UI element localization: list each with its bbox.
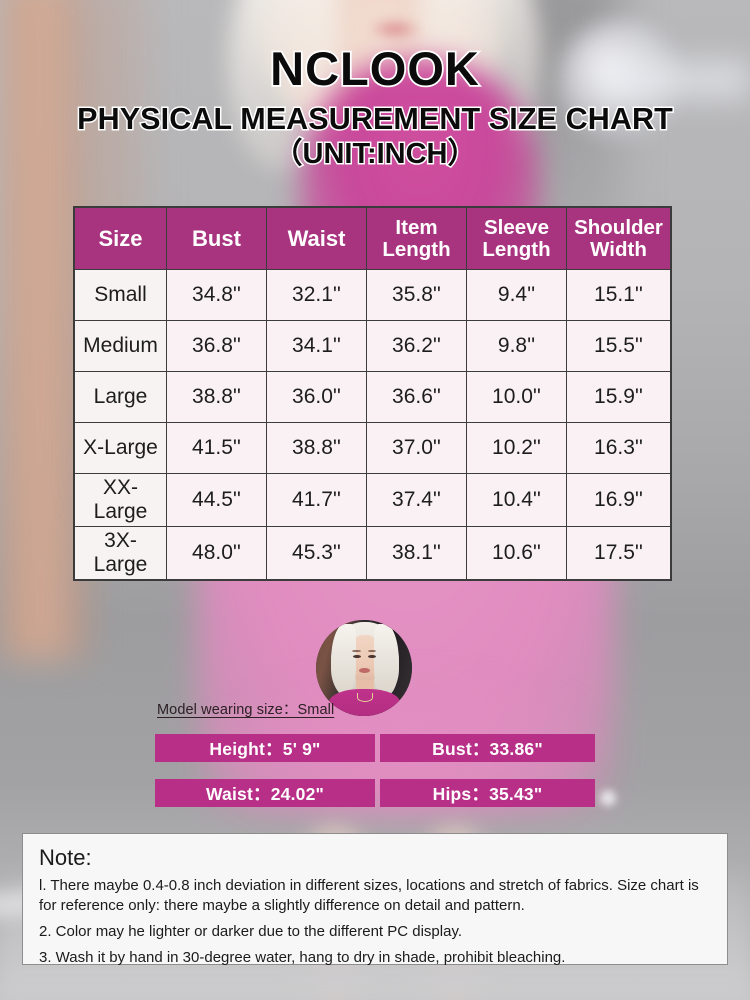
table-row: XX-Large 44.5'' 41.7'' 37.4'' 10.4'' 16.… [74, 473, 671, 527]
cell-bust: 36.8'' [166, 320, 267, 372]
cell-waist: 41.7'' [266, 473, 367, 527]
table-header-row: Size Bust Waist Item Length Sleeve Lengt… [74, 207, 671, 270]
model-height-badge: Height：5' 9" [155, 734, 375, 762]
cell-bust: 44.5'' [166, 473, 267, 527]
model-avatar-brow-left [352, 649, 362, 653]
model-avatar-lips [359, 668, 370, 673]
cell-size: X-Large [74, 422, 167, 474]
note-title: Note: [39, 845, 92, 870]
cell-item-length: 36.2'' [366, 320, 467, 372]
cell-sleeve-length: 10.2'' [466, 422, 567, 474]
cell-sleeve-length: 10.0'' [466, 371, 567, 423]
cell-size: Small [74, 269, 167, 321]
cell-bust: 38.8'' [166, 371, 267, 423]
table-row: Medium 36.8'' 34.1'' 36.2'' 9.8'' 15.5'' [74, 320, 671, 372]
column-header-item-length-line2: Length [382, 237, 451, 261]
model-avatar-eye-right [367, 654, 376, 658]
background-model-lips [368, 18, 422, 40]
column-header-sleeve-length-line1: Sleeve [484, 215, 549, 239]
brand-title: NCLOOK [268, 42, 480, 95]
cell-sleeve-length: 10.6'' [466, 526, 567, 580]
cell-waist: 45.3'' [266, 526, 367, 580]
model-waist-badge: Waist：24.02" [155, 779, 375, 807]
model-avatar-brow-right [367, 649, 377, 653]
column-header-sleeve-length: Sleeve Length [466, 207, 567, 270]
cell-bust: 34.8'' [166, 269, 267, 321]
table-row: Large 38.8'' 36.0'' 36.6'' 10.0'' 15.9'' [74, 371, 671, 423]
cell-shoulder-width: 16.3'' [566, 422, 671, 474]
unit-subtitle: （UNIT:INCH） [272, 136, 478, 171]
cell-size: XX-Large [74, 473, 167, 527]
cell-waist: 38.8'' [266, 422, 367, 474]
cell-shoulder-width: 15.1'' [566, 269, 671, 321]
cell-item-length: 37.0'' [366, 422, 467, 474]
cell-bust: 48.0'' [166, 526, 267, 580]
page-title: PHYSICAL MEASUREMENT SIZE CHART [76, 101, 675, 138]
column-header-shoulder-width: Shoulder Width [566, 207, 671, 270]
note-line-1: l. There maybe 0.4-0.8 inch deviation in… [39, 877, 699, 915]
column-header-shoulder-width-line1: Shoulder [574, 215, 663, 239]
model-avatar-eye-left [352, 654, 361, 658]
note-line-3: 3. Wash it by hand in 30-degree water, h… [39, 949, 566, 967]
column-header-item-length-line1: Item [395, 215, 438, 239]
cell-waist: 32.1'' [266, 269, 367, 321]
column-header-shoulder-width-line2: Width [590, 237, 647, 261]
cell-sleeve-length: 9.4'' [466, 269, 567, 321]
table-row: Small 34.8'' 32.1'' 35.8'' 9.4'' 15.1'' [74, 269, 671, 321]
size-chart-table: Size Bust Waist Item Length Sleeve Lengt… [74, 207, 671, 580]
cell-size: 3X-Large [74, 526, 167, 580]
cell-size: Medium [74, 320, 167, 372]
table-row: 3X-Large 48.0'' 45.3'' 38.1'' 10.6'' 17.… [74, 526, 671, 580]
background-floor-speck [600, 790, 616, 806]
model-bust-badge: Bust：33.86" [380, 734, 595, 762]
model-hips-badge: Hips：35.43" [380, 779, 595, 807]
column-header-item-length: Item Length [366, 207, 467, 270]
cell-sleeve-length: 10.4'' [466, 473, 567, 527]
cell-shoulder-width: 15.5'' [566, 320, 671, 372]
cell-item-length: 35.8'' [366, 269, 467, 321]
model-wearing-size-label: Model wearing size：Small [157, 702, 335, 718]
background-window-sill [600, 60, 750, 100]
cell-waist: 34.1'' [266, 320, 367, 372]
cell-waist: 36.0'' [266, 371, 367, 423]
column-header-waist: Waist [266, 207, 367, 270]
header-block: NCLOOK PHYSICAL MEASUREMENT SIZE CHART （… [0, 0, 750, 171]
cell-item-length: 36.6'' [366, 371, 467, 423]
model-avatar-hair-left [331, 623, 357, 693]
note-box: Note: l. There maybe 0.4-0.8 inch deviat… [22, 833, 728, 967]
cell-bust: 41.5'' [166, 422, 267, 474]
cell-shoulder-width: 15.9'' [566, 371, 671, 423]
cell-size: Large [74, 371, 167, 423]
model-avatar-hair-right [373, 623, 399, 695]
column-header-bust: Bust [166, 207, 267, 270]
cell-item-length: 38.1'' [366, 526, 467, 580]
model-avatar [316, 620, 412, 716]
column-header-size: Size [74, 207, 167, 270]
cell-sleeve-length: 9.8'' [466, 320, 567, 372]
table-row: X-Large 41.5'' 38.8'' 37.0'' 10.2'' 16.3… [74, 422, 671, 474]
cell-shoulder-width: 16.9'' [566, 473, 671, 527]
cell-item-length: 37.4'' [366, 473, 467, 527]
size-chart-table-wrapper: Size Bust Waist Item Length Sleeve Lengt… [74, 207, 671, 580]
model-avatar-necklace [357, 692, 373, 702]
column-header-sleeve-length-line2: Length [482, 237, 551, 261]
note-line-2: 2. Color may he lighter or darker due to… [39, 923, 462, 941]
cell-shoulder-width: 17.5'' [566, 526, 671, 580]
